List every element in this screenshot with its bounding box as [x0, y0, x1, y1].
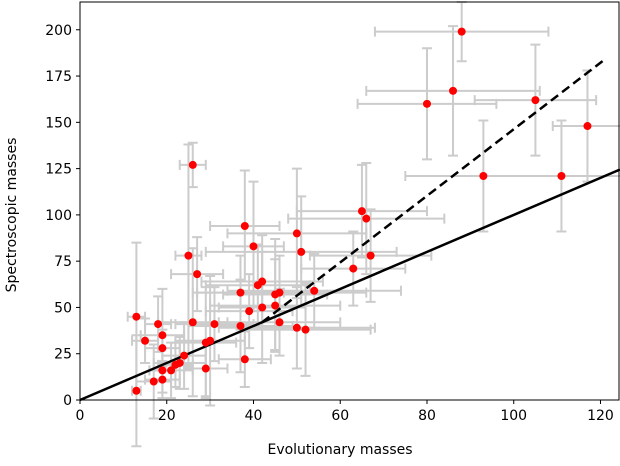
y-tick-label: 100 — [45, 208, 72, 224]
point — [301, 325, 310, 334]
point — [149, 377, 158, 386]
point — [310, 286, 319, 295]
y-tick-label: 150 — [45, 115, 72, 131]
point — [240, 221, 249, 230]
point — [184, 251, 193, 260]
point — [175, 358, 184, 367]
point — [258, 303, 267, 312]
reference-line — [79, 168, 620, 402]
point — [422, 99, 431, 108]
x-tick-label: 20 — [158, 408, 176, 424]
point — [583, 122, 592, 131]
point — [180, 351, 189, 360]
point — [240, 355, 249, 364]
point — [531, 96, 540, 105]
x-tick-label: 120 — [587, 408, 614, 424]
y-axis-label: Spectroscopic masses — [4, 138, 20, 293]
point — [357, 207, 366, 216]
point — [158, 375, 167, 384]
y-tick-label: 0 — [63, 393, 72, 409]
point — [271, 301, 280, 310]
point — [245, 307, 254, 316]
point — [201, 364, 210, 373]
point — [158, 344, 167, 353]
x-tick-label: 60 — [331, 408, 349, 424]
x-tick-label: 80 — [418, 408, 436, 424]
point — [210, 320, 219, 329]
y-tick-label: 50 — [54, 300, 72, 316]
point — [557, 172, 566, 181]
point — [158, 366, 167, 375]
point — [158, 331, 167, 340]
y-tick-label: 75 — [54, 254, 72, 270]
point — [193, 270, 202, 279]
point — [167, 366, 176, 375]
point — [132, 312, 141, 321]
point — [258, 277, 267, 286]
point — [449, 86, 458, 95]
point — [349, 264, 358, 273]
y-tick-label: 25 — [54, 347, 72, 363]
point — [297, 247, 306, 256]
x-tick-label: 0 — [76, 408, 85, 424]
x-axis-label: Evolutionary masses — [267, 442, 412, 458]
x-tick-label: 40 — [245, 408, 263, 424]
point — [188, 318, 197, 327]
point — [479, 172, 488, 181]
point — [236, 321, 245, 330]
point — [275, 288, 284, 297]
point — [132, 386, 141, 395]
point — [188, 160, 197, 169]
point — [292, 323, 301, 332]
point — [366, 251, 375, 260]
y-tick-label: 200 — [45, 23, 72, 39]
point — [141, 336, 150, 345]
point — [457, 27, 466, 36]
y-tick-label: 125 — [45, 162, 72, 178]
point — [206, 336, 215, 345]
y-tick-label: 175 — [45, 69, 72, 85]
plot-frame — [79, 1, 620, 401]
point — [275, 318, 284, 327]
point — [249, 242, 258, 251]
x-tick-label: 100 — [500, 408, 527, 424]
point — [236, 288, 245, 297]
point — [154, 320, 163, 329]
point — [362, 214, 371, 223]
reference-line — [261, 58, 606, 324]
point — [292, 229, 301, 238]
